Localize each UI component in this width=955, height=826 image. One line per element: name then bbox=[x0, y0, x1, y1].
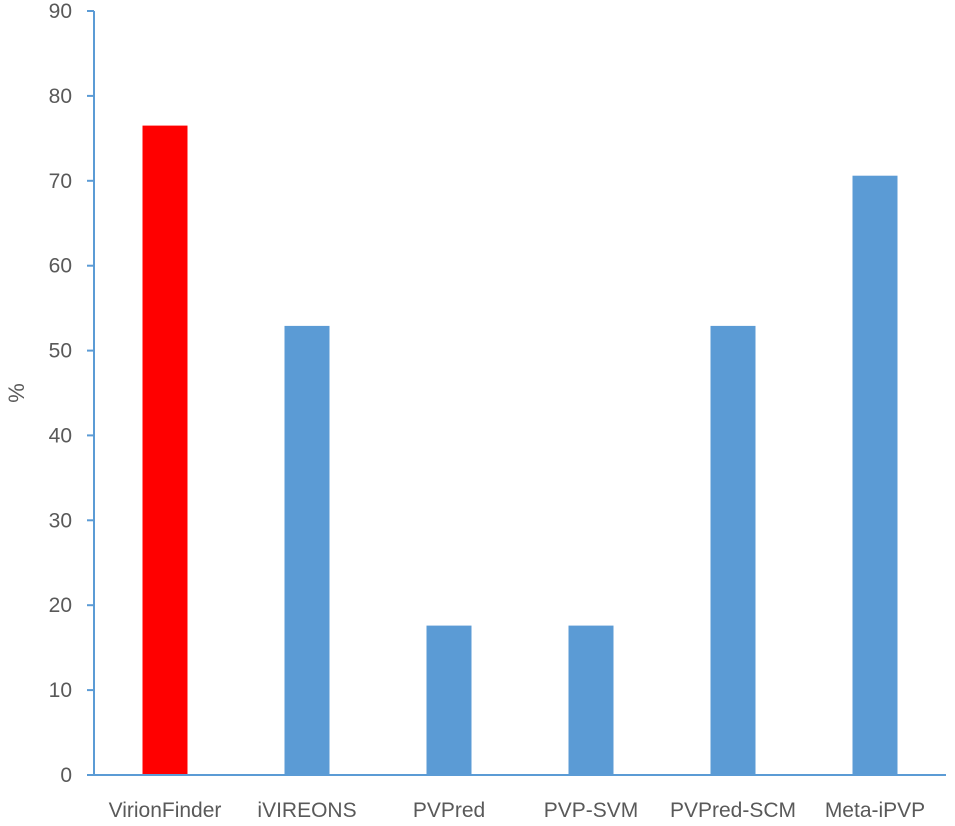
y-ticks-group: 0 10 20 30 40 50 60 70 80 90 bbox=[49, 0, 94, 787]
x-tick-label: Meta-iPVP bbox=[825, 799, 925, 822]
y-tick-label: 40 bbox=[49, 424, 72, 447]
x-tick-label: PVPred-SCM bbox=[670, 799, 796, 822]
bar-meta-ipvp bbox=[852, 175, 898, 775]
y-tick-label: 30 bbox=[49, 509, 72, 532]
x-labels-group: VirionFinder iVIREONS PVPred PVP-SVM PVPred-… bbox=[109, 799, 926, 822]
bar-pvpred-scm bbox=[710, 325, 756, 775]
y-tick-label: 0 bbox=[60, 764, 72, 787]
x-tick-label: iVIREONS bbox=[257, 799, 356, 822]
y-tick-label: 80 bbox=[49, 85, 72, 108]
bars-group bbox=[142, 125, 898, 776]
y-tick-label: 20 bbox=[49, 594, 72, 617]
bar-virionfinder bbox=[142, 125, 188, 776]
bar-pvpred bbox=[426, 625, 472, 775]
y-axis-title: % bbox=[4, 383, 29, 403]
y-tick-label: 90 bbox=[49, 0, 72, 23]
y-tick-label: 50 bbox=[49, 340, 72, 363]
x-tick-label: PVPred bbox=[413, 799, 485, 822]
bar-ivireons bbox=[284, 325, 330, 775]
x-tick-label: VirionFinder bbox=[109, 799, 222, 822]
y-tick-label: 60 bbox=[49, 255, 72, 278]
y-tick-label: 70 bbox=[49, 170, 72, 193]
bar-pvp-svm bbox=[568, 625, 614, 775]
y-tick-label: 10 bbox=[49, 679, 72, 702]
x-tick-label: PVP-SVM bbox=[544, 799, 639, 822]
axes-group bbox=[93, 11, 946, 776]
